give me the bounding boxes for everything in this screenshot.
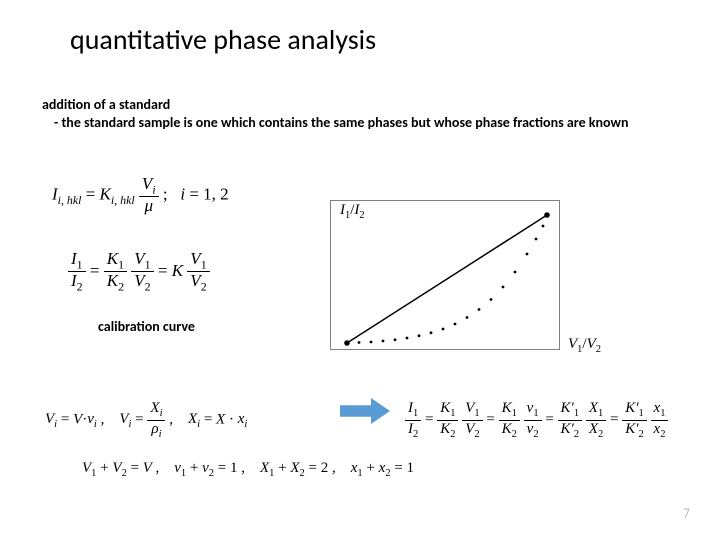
equation-full-ratio: I1I2 = K1K2 V1V2 = K1K2 v1v2 = K′1K′2 X1… [405,400,668,440]
calibration-graph [330,200,560,350]
page-number: 7 [683,505,690,522]
graph-x-axis-label: V1/V2 [568,336,601,355]
equation-volume-definitions: Vi = V·vi , Vi = Xi ρi , Xi = X · xi [45,400,247,440]
subtitle-heading: addition of a standard [42,96,662,114]
arrow-svg [340,398,390,424]
subtitle-bullet: - the standard sample is one which conta… [64,114,662,132]
slide-title: quantitative phase analysis [70,22,376,57]
calibration-curve-label: calibration curve [98,318,195,335]
equation-ratio: I1 I2 = K1 K2 V1 V2 = K V1 V2 [68,250,210,294]
equation-intensity: Ii, hkl = Ki, hkl Vi μ ; i = 1, 2 [52,175,229,216]
graph-svg [331,201,561,351]
subtitle-block: addition of a standard - the standard sa… [42,96,662,132]
equation-constraints: V1 + V2 = V , v1 + v2 = 1 , X1 + X2 = 2 … [82,460,414,479]
graph-y-axis-label: I1/I2 [340,202,365,221]
arrow-icon [340,398,390,429]
